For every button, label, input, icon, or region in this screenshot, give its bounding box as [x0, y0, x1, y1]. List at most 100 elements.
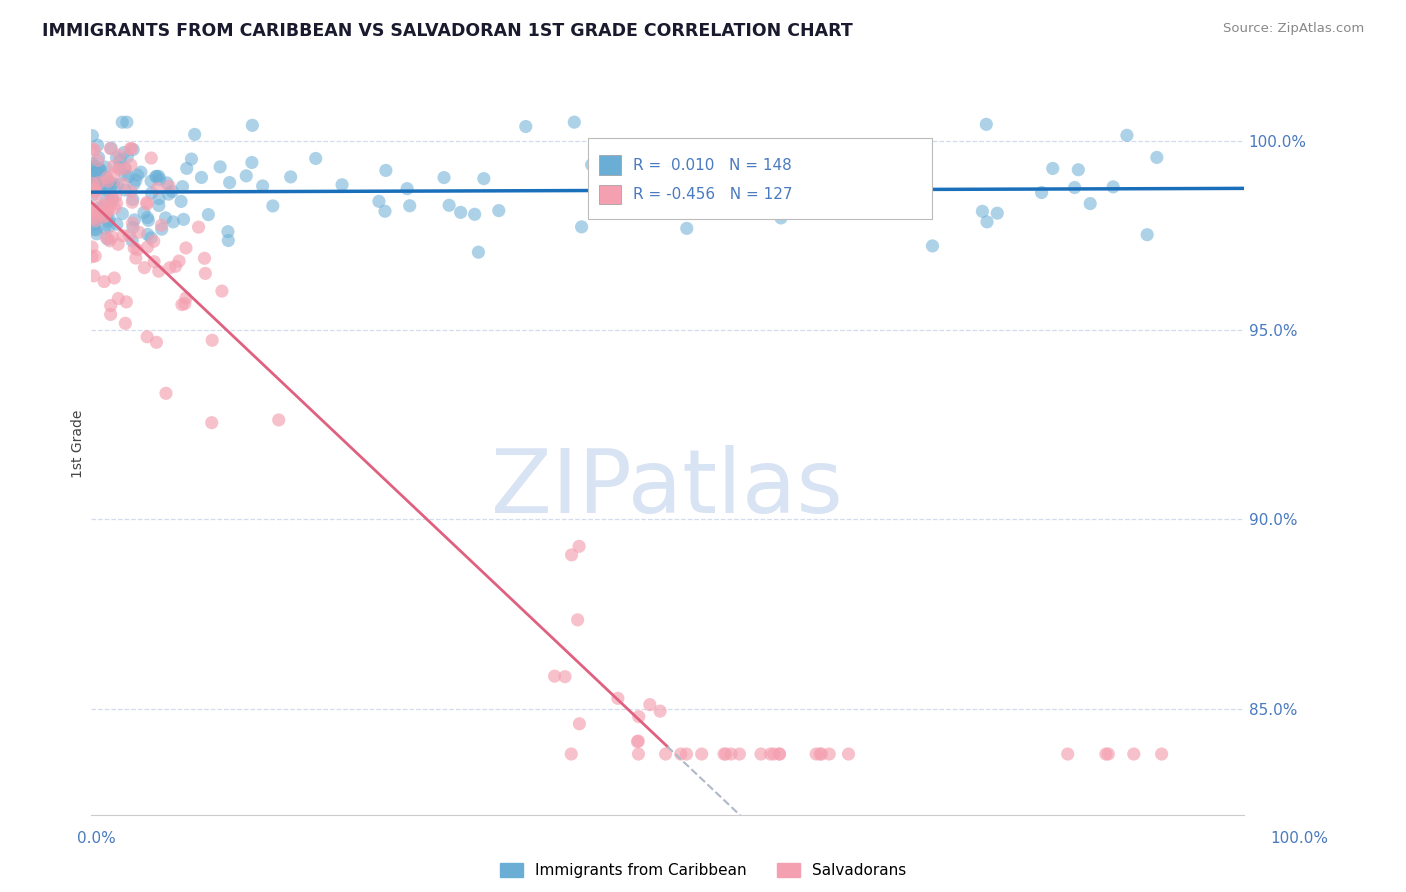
Point — [136, 211, 159, 225]
Point — [100, 308, 122, 322]
Point — [794, 204, 817, 219]
Point — [654, 145, 676, 159]
Point — [1063, 180, 1085, 194]
Point — [110, 153, 132, 168]
Point — [187, 220, 209, 235]
Point — [82, 187, 104, 202]
Point — [148, 169, 170, 184]
Point — [80, 250, 103, 264]
Point — [139, 231, 162, 245]
Point — [83, 184, 105, 198]
Point — [606, 691, 628, 706]
Point — [80, 168, 103, 182]
Point — [143, 254, 166, 268]
Point — [96, 230, 118, 244]
Point — [86, 176, 108, 190]
Point — [121, 193, 143, 207]
Point — [665, 190, 688, 204]
Point — [84, 212, 107, 227]
Point — [80, 240, 103, 254]
Point — [142, 234, 165, 248]
Point — [866, 154, 889, 169]
Point — [111, 207, 134, 221]
Point — [1042, 161, 1064, 176]
Point — [97, 175, 120, 189]
Point — [976, 117, 998, 131]
Point — [118, 228, 141, 243]
Point — [83, 159, 105, 173]
Point — [714, 747, 737, 761]
Point — [808, 747, 831, 761]
Point — [127, 168, 149, 182]
Point — [648, 704, 671, 718]
Point — [141, 151, 163, 165]
Point — [101, 191, 124, 205]
Point — [134, 260, 156, 275]
Point — [921, 239, 943, 253]
Point — [103, 271, 125, 285]
Point — [262, 199, 284, 213]
Point — [97, 183, 120, 197]
Point — [114, 161, 136, 176]
Point — [84, 213, 107, 227]
Point — [170, 297, 193, 311]
Point — [83, 222, 105, 236]
Point — [94, 193, 117, 207]
Point — [97, 214, 120, 228]
Point — [1102, 179, 1125, 194]
Point — [96, 232, 118, 246]
Point — [115, 115, 138, 129]
Point — [103, 177, 125, 191]
Point — [105, 196, 128, 211]
Point — [638, 698, 661, 712]
Point — [83, 211, 105, 226]
Point — [560, 747, 582, 761]
Point — [568, 539, 591, 553]
Point — [148, 198, 170, 212]
Point — [217, 225, 239, 239]
Text: 0.0%: 0.0% — [77, 831, 117, 846]
Point — [145, 169, 167, 184]
Point — [1115, 128, 1137, 143]
Point — [84, 249, 107, 263]
Point — [122, 220, 145, 235]
Point — [818, 747, 841, 761]
Point — [194, 266, 217, 280]
Point — [201, 416, 224, 430]
Point — [120, 158, 142, 172]
Point — [87, 176, 110, 190]
Point — [209, 160, 232, 174]
Point — [972, 204, 994, 219]
Point — [98, 234, 121, 248]
Point — [114, 168, 136, 182]
Point — [87, 198, 110, 212]
Point — [108, 161, 131, 175]
Point — [330, 178, 353, 192]
Point — [132, 205, 155, 219]
Point — [433, 170, 456, 185]
Point — [101, 230, 124, 244]
Point — [100, 141, 122, 155]
Point — [1146, 150, 1168, 164]
Point — [89, 210, 111, 224]
Point — [240, 155, 263, 169]
Point — [84, 175, 107, 189]
Point — [768, 747, 790, 761]
Point — [128, 225, 150, 239]
Point — [162, 215, 184, 229]
Text: R = -0.456   N = 127: R = -0.456 N = 127 — [633, 187, 792, 202]
Point — [1095, 747, 1118, 761]
Y-axis label: 1st Grade: 1st Grade — [72, 409, 86, 478]
Point — [114, 161, 136, 176]
Point — [96, 178, 118, 192]
Point — [561, 548, 583, 562]
Point — [464, 207, 486, 221]
Point — [136, 330, 159, 344]
Point — [976, 215, 998, 229]
Point — [120, 185, 142, 199]
Point — [148, 192, 170, 206]
Point — [100, 178, 122, 193]
Point — [124, 212, 146, 227]
Point — [89, 200, 111, 214]
Point — [165, 260, 187, 274]
